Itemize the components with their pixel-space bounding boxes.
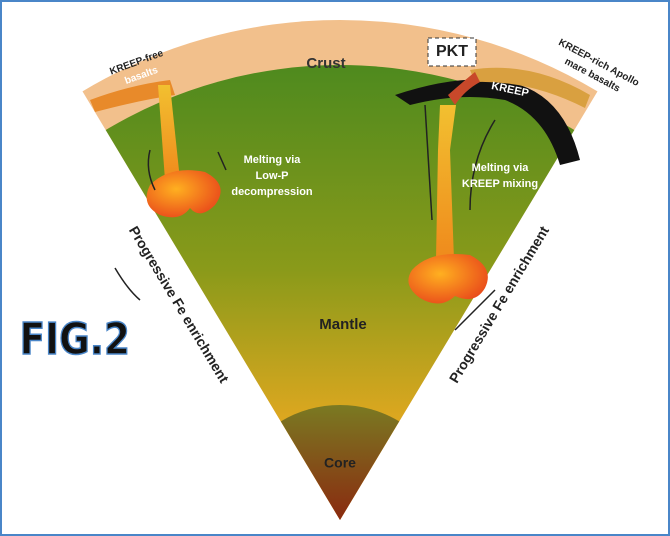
core-label: Core <box>324 455 356 471</box>
pkt-label: PKT <box>436 43 468 60</box>
mantle-label: Mantle <box>319 316 367 333</box>
figure-label: FIG.2 <box>20 313 130 365</box>
melting-low-p: Low-P <box>256 170 289 182</box>
melting-low-p: decompression <box>231 186 313 198</box>
melting-kreep: KREEP mixing <box>462 178 538 190</box>
melting-kreep: Melting via <box>472 162 530 174</box>
crust-label: Crust <box>306 55 345 72</box>
diagram: PKT Crust KREEP KREEP-free basalts KREEP… <box>0 0 670 536</box>
melting-low-p: Melting via <box>244 154 302 166</box>
